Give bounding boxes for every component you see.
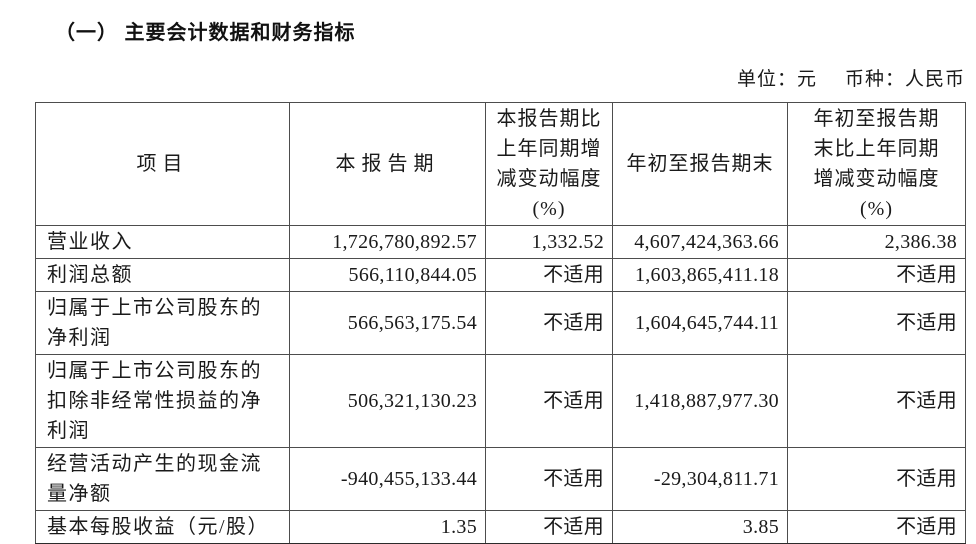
current-change-cell: 不适用 bbox=[485, 258, 613, 292]
current-change-cell: 不适用 bbox=[485, 291, 613, 355]
header-ytd: 年初至报告期末 bbox=[612, 102, 788, 226]
unit-note: 单位：元 币种：人民币 bbox=[35, 64, 965, 91]
section-title: （一） 主要会计数据和财务指标 bbox=[55, 22, 356, 44]
current-change-cell: 不适用 bbox=[485, 447, 613, 511]
ytd-change-cell: 不适用 bbox=[787, 258, 966, 292]
unit-label: 单位：元 bbox=[736, 69, 817, 90]
table-row: 基本每股收益（元/股） 1.35 不适用 3.85 不适用 bbox=[35, 510, 966, 544]
current-change-cell: 不适用 bbox=[485, 354, 613, 448]
table-row: 营业收入 1,726,780,892.57 1,332.52 4,607,424… bbox=[35, 225, 966, 259]
item-cell: 基本每股收益（元/股） bbox=[35, 510, 290, 544]
item-cell: 利润总额 bbox=[35, 258, 290, 292]
ytd-cell: 4,607,424,363.66 bbox=[612, 225, 788, 259]
current-period-cell: 1,726,780,892.57 bbox=[289, 225, 486, 259]
ytd-change-cell: 不适用 bbox=[787, 291, 966, 355]
ytd-change-cell: 不适用 bbox=[787, 447, 966, 511]
current-period-cell: 506,321,130.23 bbox=[289, 354, 486, 448]
header-row: 项目 本报告期 本报告期比 上年同期增 减变动幅度 (%) 年初至报告期末 年初… bbox=[35, 102, 966, 226]
ytd-cell: -29,304,811.71 bbox=[612, 447, 788, 511]
table-row: 归属于上市公司股东的 净利润 566,563,175.54 不适用 1,604,… bbox=[35, 291, 966, 355]
header-current-period: 本报告期 bbox=[289, 102, 486, 226]
ytd-cell: 3.85 bbox=[612, 510, 788, 544]
current-period-cell: 566,563,175.54 bbox=[289, 291, 486, 355]
ytd-cell: 1,418,887,977.30 bbox=[612, 354, 788, 448]
table-row: 经营活动产生的现金流 量净额 -940,455,133.44 不适用 -29,3… bbox=[35, 447, 966, 511]
ytd-change-cell: 不适用 bbox=[787, 354, 966, 448]
ytd-cell: 1,604,645,744.11 bbox=[612, 291, 788, 355]
current-period-cell: 566,110,844.05 bbox=[289, 258, 486, 292]
current-period-cell: -940,455,133.44 bbox=[289, 447, 486, 511]
item-cell: 归属于上市公司股东的 扣除非经常性损益的净 利润 bbox=[35, 354, 290, 448]
currency-label: 币种：人民币 bbox=[844, 69, 965, 90]
ytd-cell: 1,603,865,411.18 bbox=[612, 258, 788, 292]
item-cell: 经营活动产生的现金流 量净额 bbox=[35, 447, 290, 511]
item-cell: 归属于上市公司股东的 净利润 bbox=[35, 291, 290, 355]
financial-indicators-table: 项目 本报告期 本报告期比 上年同期增 减变动幅度 (%) 年初至报告期末 年初… bbox=[35, 102, 966, 544]
report-page: （一） 主要会计数据和财务指标 单位：元 币种：人民币 项目 本报告期 本报告期比… bbox=[0, 16, 976, 544]
table-row: 利润总额 566,110,844.05 不适用 1,603,865,411.18… bbox=[35, 258, 966, 292]
header-item: 项目 bbox=[35, 102, 290, 226]
item-cell: 营业收入 bbox=[35, 225, 290, 259]
ytd-change-cell: 2,386.38 bbox=[787, 225, 966, 259]
ytd-change-cell: 不适用 bbox=[787, 510, 966, 544]
current-period-cell: 1.35 bbox=[289, 510, 486, 544]
current-change-cell: 1,332.52 bbox=[485, 225, 613, 259]
header-ytd-change: 年初至报告期 末比上年同期 增减变动幅度 (%) bbox=[787, 102, 966, 226]
table-row: 归属于上市公司股东的 扣除非经常性损益的净 利润 506,321,130.23 … bbox=[35, 354, 966, 448]
header-current-change: 本报告期比 上年同期增 减变动幅度 (%) bbox=[485, 102, 613, 226]
current-change-cell: 不适用 bbox=[485, 510, 613, 544]
